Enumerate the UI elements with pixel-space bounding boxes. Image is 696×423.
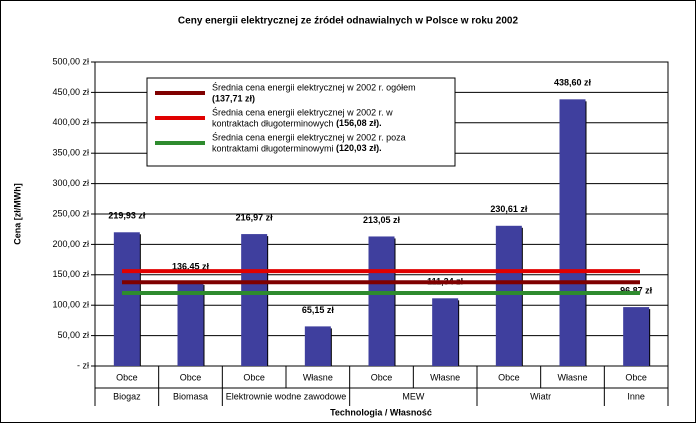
x-tick-label: Obce: [498, 372, 520, 382]
legend-label: kontraktach długoterminowych (156,08 zł)…: [212, 118, 382, 128]
group-label: Inne: [627, 391, 645, 401]
legend-value: (137,71 zł): [212, 93, 255, 103]
bar: [304, 326, 331, 366]
y-tick-label: 450,00 zł: [52, 87, 89, 97]
chart-title: Ceny energii elektrycznej ze źródeł odna…: [178, 16, 519, 27]
x-tick-label: Własne: [557, 372, 587, 382]
bar: [368, 236, 395, 366]
value-label: 213,05 zł: [363, 215, 401, 225]
group-label: Biogaz: [113, 391, 141, 401]
x-tick-label: Obce: [180, 372, 202, 382]
x-tick-label: Własne: [430, 372, 460, 382]
value-label: 219,93 zł: [108, 211, 146, 221]
x-tick-label: Obce: [243, 372, 265, 382]
legend-label: kontraktami długoterminowymi (120,03 zł)…: [212, 143, 382, 153]
group-label: Elektrownie wodne zawodowe: [226, 391, 347, 401]
value-label: 438,60 zł: [554, 78, 592, 88]
value-label: 96,87 zł: [620, 285, 653, 295]
value-label: 65,15 zł: [302, 305, 335, 315]
legend-label: Średnia cena energii elektrycznej w 2002…: [212, 81, 416, 92]
y-tick-label: 150,00 zł: [52, 269, 89, 279]
x-tick-label: Własne: [303, 372, 333, 382]
y-tick-label: 250,00 zł: [52, 208, 89, 218]
legend-value: (156,08 zł).: [336, 118, 382, 128]
x-tick-label: Obce: [625, 372, 647, 382]
value-label: 230,61 zł: [490, 204, 528, 214]
bar: [177, 283, 204, 366]
y-tick-label: 200,00 zł: [52, 239, 89, 249]
y-axis-label: Cena [zł/MWh]: [12, 183, 22, 245]
bar: [432, 298, 459, 366]
x-axis-label: Technologia / Własność: [330, 407, 432, 417]
bar: [241, 234, 268, 366]
bar: [495, 225, 522, 366]
bar: [559, 99, 586, 366]
legend-value: (120,03 zł).: [336, 143, 382, 153]
group-label: Wiatr: [530, 391, 551, 401]
group-label: Biomasa: [173, 391, 208, 401]
legend-label: Średnia cena energii elektrycznej w 2002…: [212, 131, 406, 142]
x-tick-label: Obce: [371, 372, 393, 382]
y-tick-label: - zł: [77, 360, 89, 370]
value-label: 136,45 zł: [172, 261, 210, 271]
y-tick-label: 500,00 zł: [52, 56, 89, 66]
group-label: MEW: [402, 391, 425, 401]
y-tick-label: 300,00 zł: [52, 178, 89, 188]
y-tick-label: 350,00 zł: [52, 148, 89, 158]
x-tick-label: Obce: [116, 372, 138, 382]
bar: [113, 232, 140, 366]
y-tick-label: 400,00 zł: [52, 117, 89, 127]
y-tick-label: 100,00 zł: [52, 300, 89, 310]
legend-label: Średnia cena energii elektrycznej w 2002…: [212, 106, 393, 117]
value-label: 216,97 zł: [236, 212, 274, 222]
y-tick-label: 50,00 zł: [57, 330, 89, 340]
bar: [623, 307, 650, 366]
